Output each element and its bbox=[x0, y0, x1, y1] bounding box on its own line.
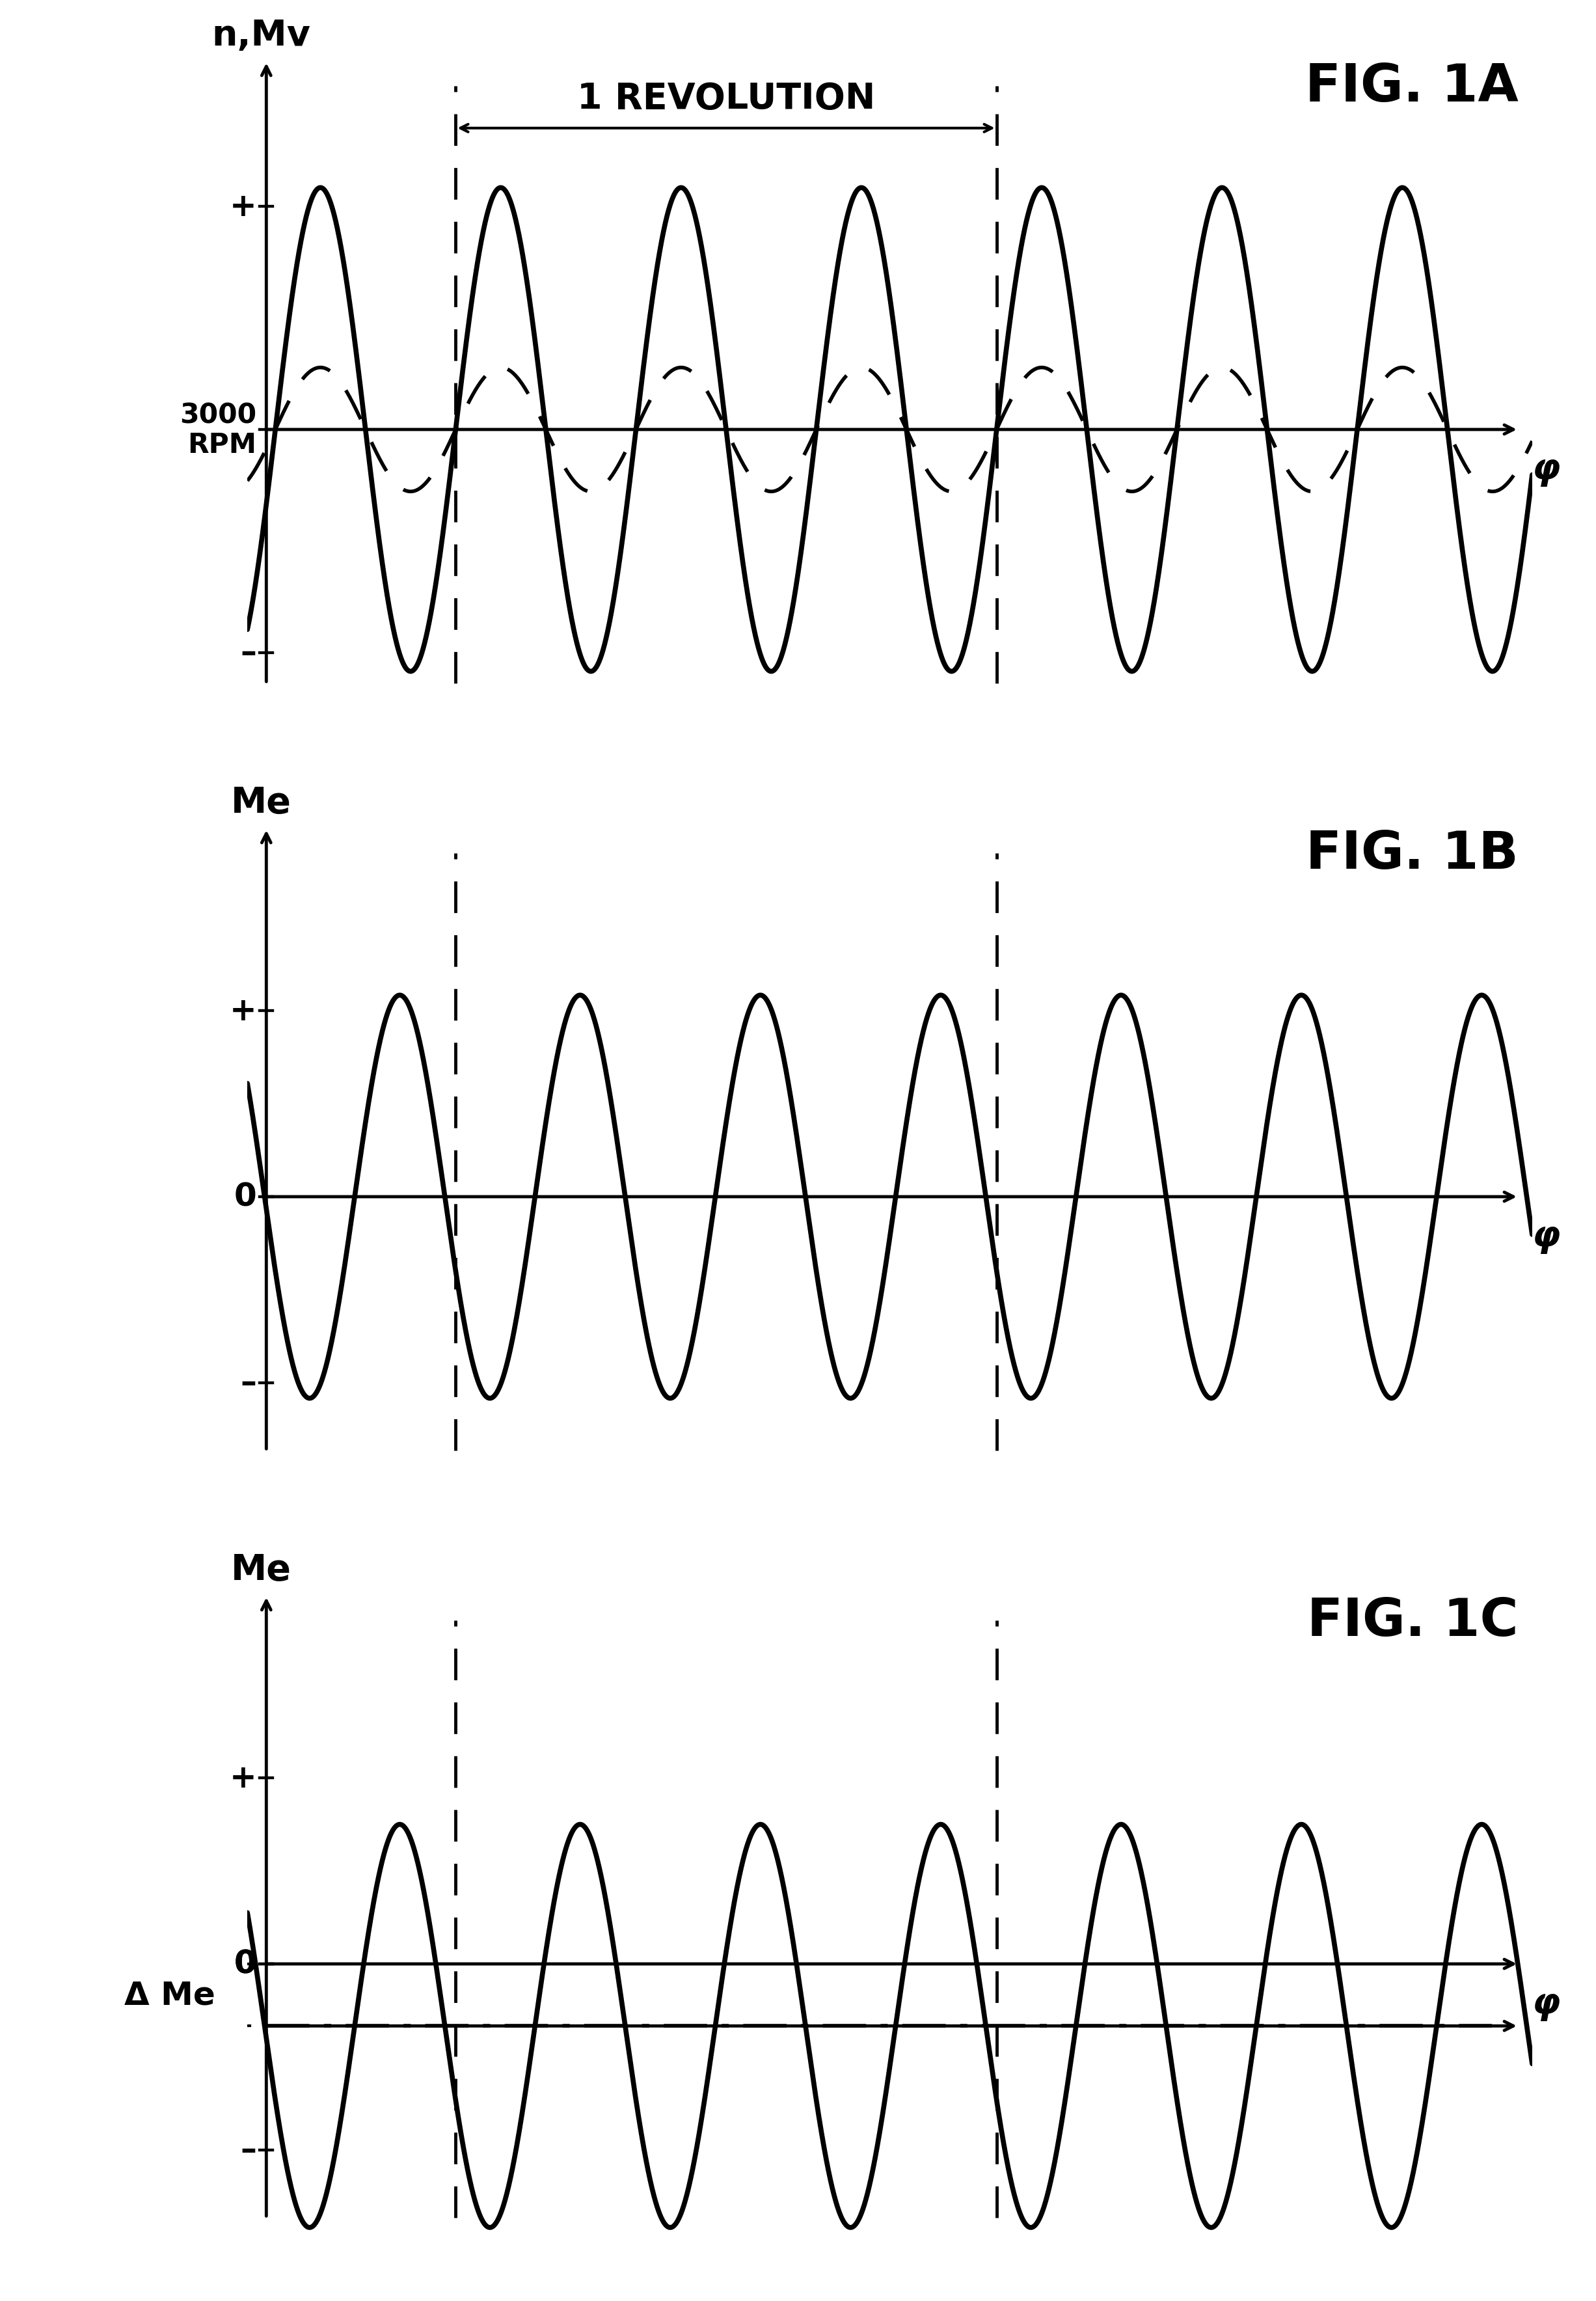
Text: +: + bbox=[230, 996, 257, 1026]
Text: –: – bbox=[241, 637, 257, 670]
Text: 0: 0 bbox=[235, 1949, 257, 1979]
Text: +: + bbox=[230, 1763, 257, 1792]
Text: Me: Me bbox=[231, 785, 290, 821]
Text: FIG. 1A: FIG. 1A bbox=[1306, 62, 1519, 113]
Text: 0: 0 bbox=[235, 1949, 257, 1979]
Text: Δ Me: Δ Me bbox=[124, 1979, 215, 2011]
Text: –: – bbox=[241, 1367, 257, 1399]
Text: FIG. 1B: FIG. 1B bbox=[1306, 828, 1519, 879]
Text: n,Mv: n,Mv bbox=[212, 18, 310, 53]
Text: φ: φ bbox=[1532, 451, 1561, 488]
Text: φ: φ bbox=[1532, 1220, 1561, 1254]
Text: 1 REVOLUTION: 1 REVOLUTION bbox=[578, 81, 875, 117]
Text: Me: Me bbox=[231, 1553, 290, 1588]
Text: φ: φ bbox=[1532, 1986, 1561, 2020]
Text: 0: 0 bbox=[235, 1180, 257, 1213]
Text: +: + bbox=[230, 191, 257, 223]
Text: FIG. 1C: FIG. 1C bbox=[1307, 1595, 1519, 1648]
Text: –: – bbox=[241, 2135, 257, 2165]
Text: 3000
RPM: 3000 RPM bbox=[180, 403, 257, 458]
